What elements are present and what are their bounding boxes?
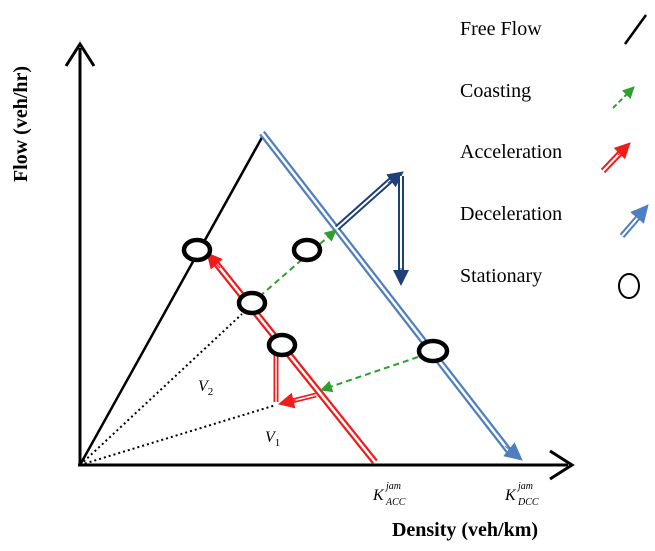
- v1-label: V1: [265, 429, 280, 449]
- legend-acceleration-label: Acceleration: [460, 141, 562, 163]
- circle-icon: [618, 273, 640, 299]
- deceleration-excursion-arrow: [335, 171, 409, 286]
- coasting-arrow-upper: [251, 229, 337, 304]
- legend-deceleration-label: Deceleration: [460, 203, 562, 225]
- double-blue-arrow-icon: [619, 204, 649, 238]
- x-axis-label: Density (veh/km): [392, 519, 538, 541]
- svg-text:K: K: [504, 487, 517, 504]
- svg-text:jam: jam: [384, 481, 401, 492]
- legend-free-flow-label: Free Flow: [460, 18, 542, 40]
- v2-speed-ray: [79, 313, 243, 466]
- dashed-green-arrow-icon: [612, 86, 635, 109]
- deceleration-line: [259, 130, 523, 461]
- x-axis-arrowhead: [549, 449, 575, 481]
- stationary-points: [181, 237, 450, 364]
- legend-coasting-label: Coasting: [460, 80, 531, 102]
- v2-label: V2: [198, 378, 213, 398]
- k-acc-jam-label: K jam ACC: [372, 481, 406, 508]
- free-flow-line: [78, 131, 267, 466]
- coasting-arrow-lower: [320, 356, 419, 393]
- stationary-point: [291, 237, 323, 263]
- y-axis-label: Flow (veh/hr): [10, 66, 32, 182]
- solid-black-line-icon: [623, 14, 648, 45]
- legend: Free Flow Coasting Acceleration Decelera…: [460, 14, 649, 299]
- svg-text:DCC: DCC: [517, 497, 539, 508]
- v1-speed-ray: [79, 404, 277, 466]
- stationary-point: [416, 338, 450, 364]
- stationary-point: [266, 332, 298, 358]
- svg-text:jam: jam: [516, 481, 533, 492]
- acceleration-excursion-arrow: [273, 350, 317, 409]
- axes: [64, 41, 575, 481]
- stationary-point: [181, 237, 213, 263]
- acceleration-line: [206, 252, 378, 465]
- double-red-arrow-icon: [600, 142, 631, 174]
- k-dcc-jam-label: K jam DCC: [504, 481, 539, 508]
- svg-text:ACC: ACC: [385, 497, 406, 508]
- stationary-point: [236, 290, 268, 316]
- y-axis-arrowhead: [64, 41, 96, 67]
- legend-stationary-label: Stationary: [460, 265, 542, 287]
- svg-text:K: K: [372, 487, 385, 504]
